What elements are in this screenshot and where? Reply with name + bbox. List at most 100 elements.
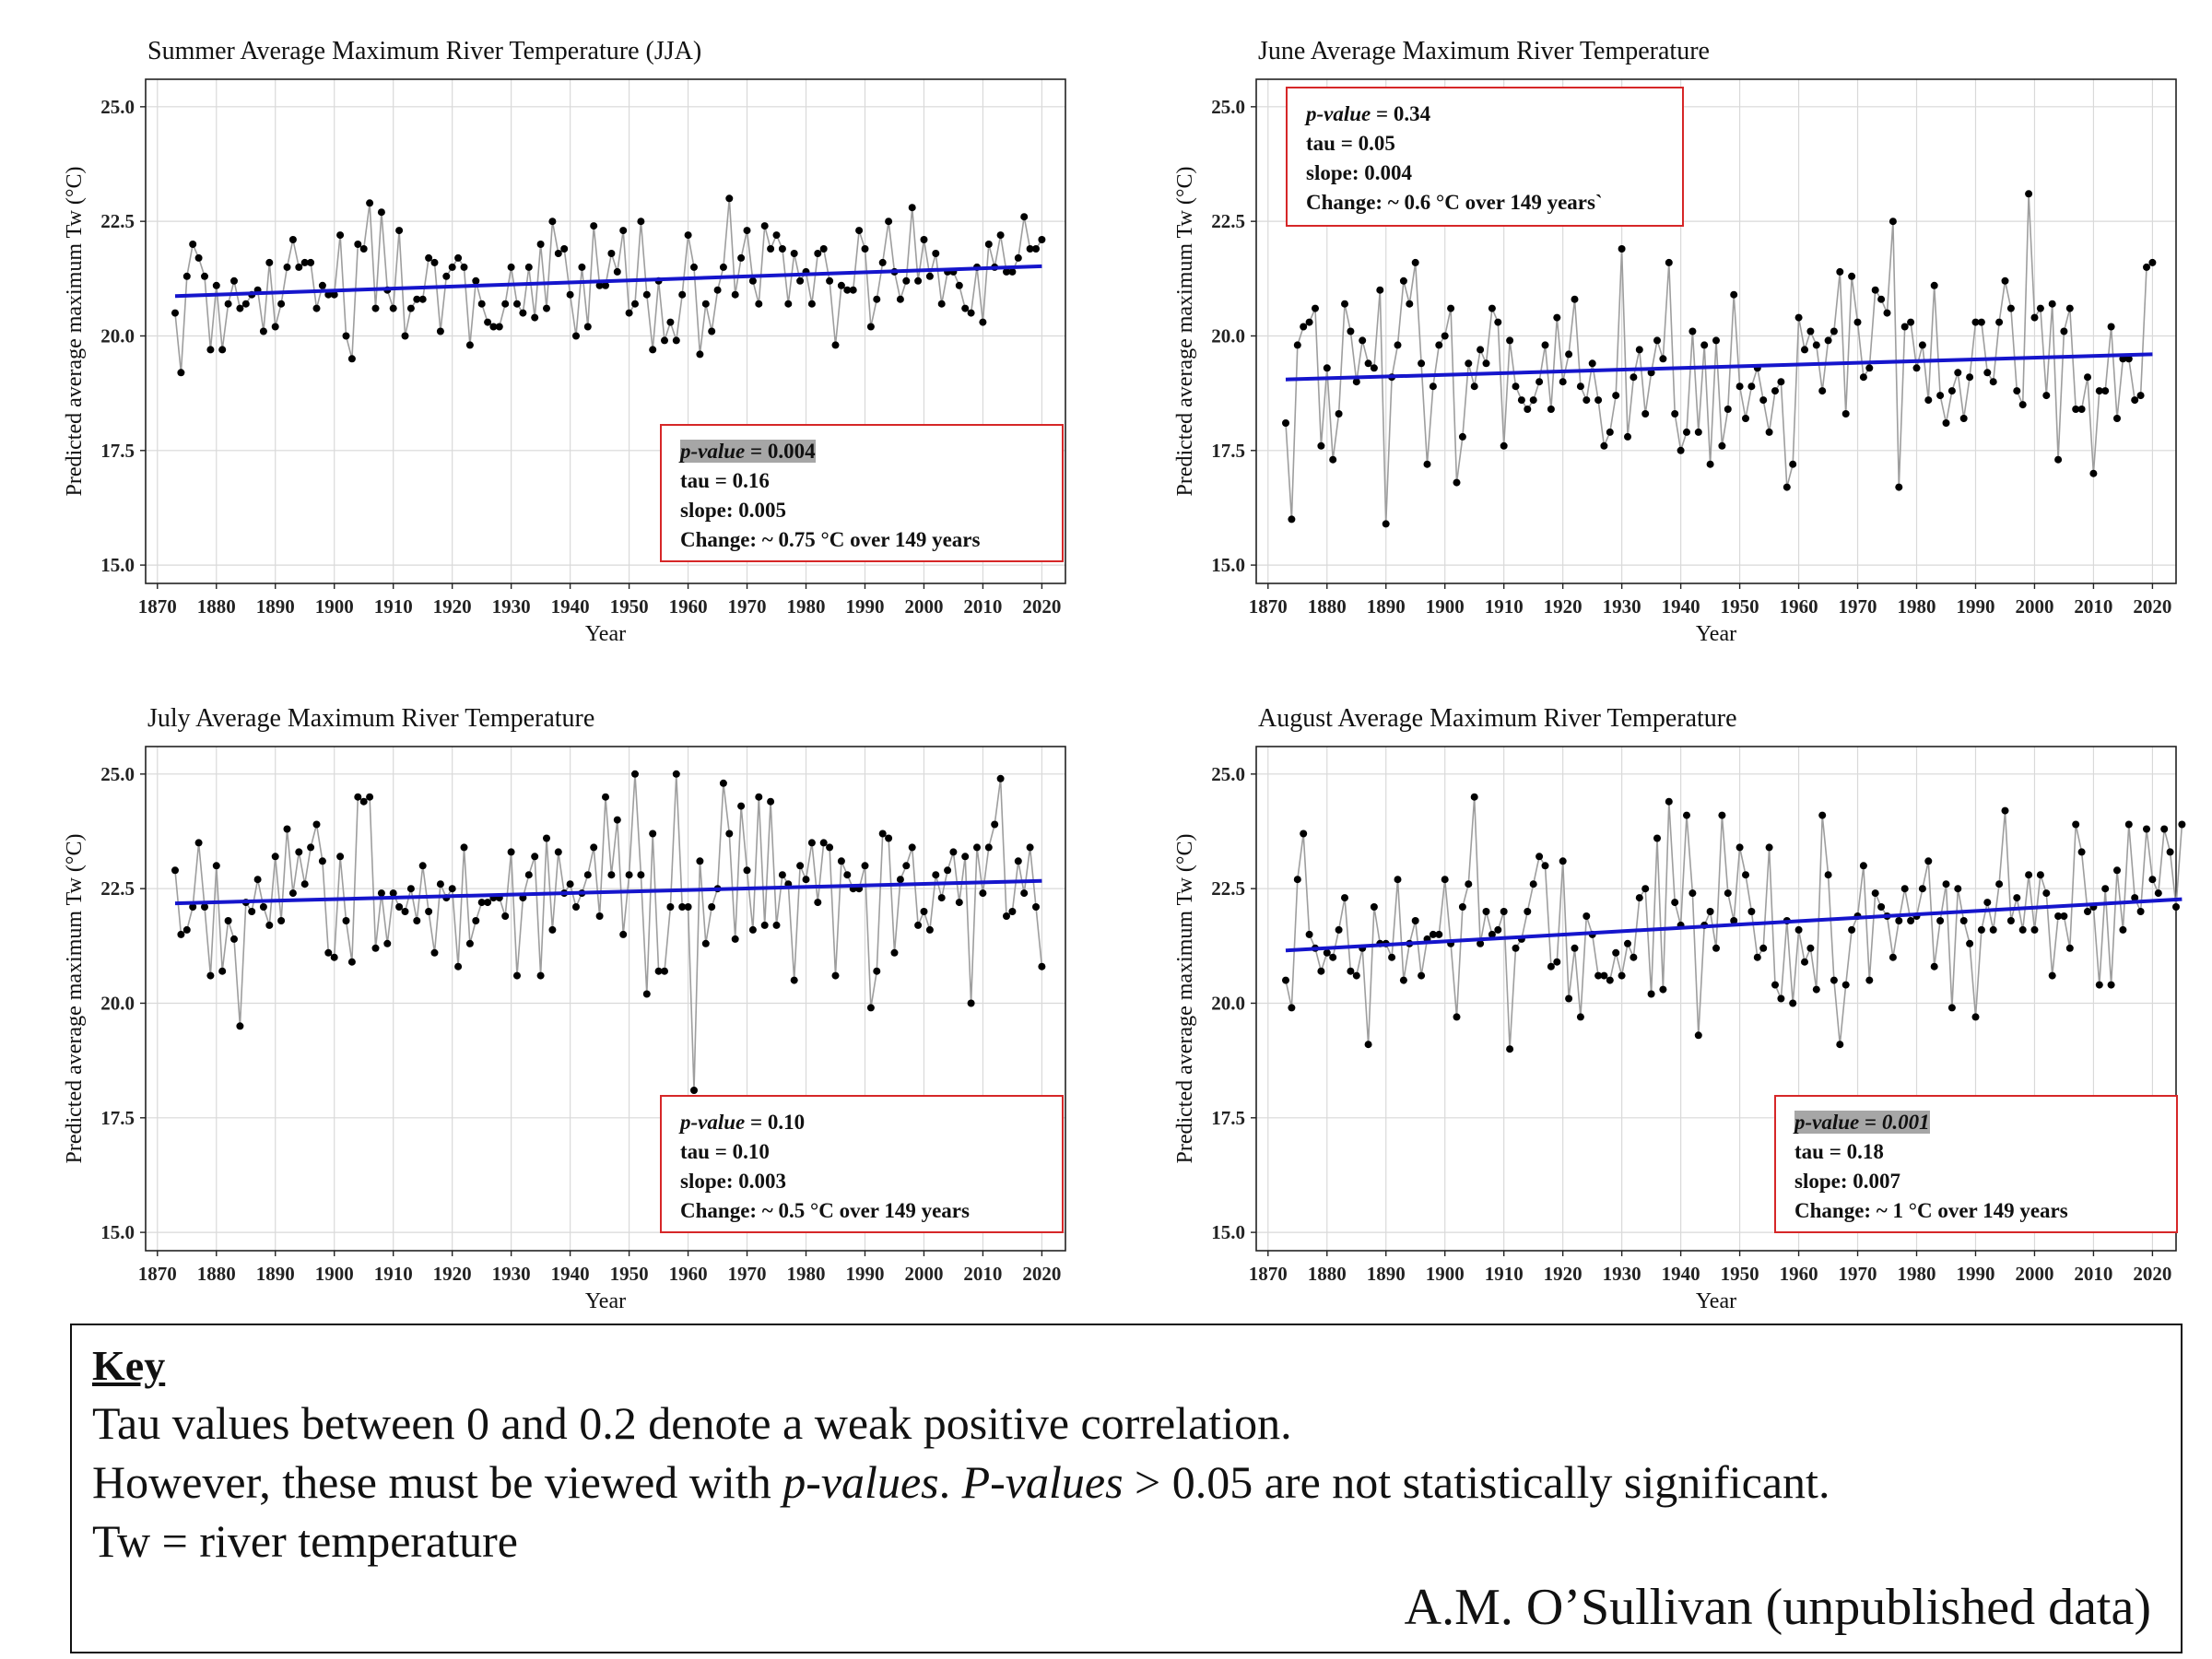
data-point [201, 272, 208, 280]
data-point [1364, 359, 1372, 368]
data-point [259, 903, 267, 911]
data-point [418, 295, 427, 303]
data-point [300, 258, 309, 266]
data-point [1771, 981, 1779, 989]
data-point [1677, 446, 1685, 454]
x-tick-label: 1930 [1603, 1263, 1641, 1285]
data-point [725, 194, 734, 203]
data-point [312, 304, 321, 312]
data-point [1942, 880, 1950, 888]
key-title: Key [92, 1342, 166, 1389]
data-point [1888, 218, 1897, 226]
trend-line [1285, 897, 2183, 953]
data-point [307, 258, 315, 266]
data-point [1759, 396, 1768, 405]
data-point [961, 853, 970, 861]
data-point [1282, 976, 1289, 984]
data-point [1918, 885, 1926, 893]
data-point [1859, 862, 1867, 870]
data-point [436, 327, 444, 335]
data-point [1541, 341, 1549, 349]
data-point [1571, 944, 1579, 952]
y-tick-label: 22.5 [1211, 877, 1245, 900]
x-tick-label: 1900 [315, 1263, 354, 1285]
data-point [1635, 894, 1643, 902]
data-point [1859, 373, 1867, 382]
data-point [696, 857, 704, 865]
data-point [1865, 976, 1874, 984]
chart-title: June Average Maximum River Temperature [1258, 37, 1710, 65]
data-point [944, 866, 952, 875]
data-point [1765, 843, 1773, 852]
data-point [531, 313, 539, 322]
y-tick-label: 15.0 [1211, 1221, 1245, 1243]
data-point [513, 300, 521, 308]
data-point [1971, 1013, 1980, 1021]
data-point [1836, 267, 1844, 276]
pvalue-line: p-value = 0.004 [680, 440, 816, 463]
data-point [1014, 857, 1022, 865]
data-point [1624, 939, 1631, 947]
data-point [253, 876, 262, 884]
data-point [967, 309, 975, 317]
data-point [401, 332, 409, 340]
data-point [1494, 925, 1502, 934]
data-point [448, 263, 456, 271]
data-point [955, 281, 963, 289]
x-tick-label: 2000 [904, 1263, 943, 1285]
data-point [1930, 281, 1938, 289]
data-point [1630, 953, 1638, 961]
x-tick-label: 1890 [256, 1263, 295, 1285]
data-point [1995, 880, 2004, 888]
data-point [1547, 962, 1555, 971]
data-point [1641, 885, 1650, 893]
data-point [1323, 364, 1331, 372]
data-point [1435, 930, 1443, 938]
data-point [366, 793, 374, 801]
y-axis-label: Predicted average maximum Tw (°C) [1173, 166, 1197, 496]
data-point [1683, 428, 1690, 436]
series-line [174, 198, 1043, 373]
data-point [878, 830, 887, 838]
data-point [1712, 944, 1720, 952]
data-point [1524, 908, 1532, 915]
data-point [837, 857, 845, 865]
y-tick-label: 22.5 [1211, 210, 1245, 232]
key-line-tw: Tw = river temperature [92, 1515, 518, 1567]
data-point [2107, 323, 2115, 331]
x-tick-label: 1960 [669, 1263, 708, 1285]
x-tick-label: 1960 [669, 595, 708, 618]
data-point [1865, 364, 1874, 372]
data-point [1293, 876, 1301, 884]
slope-line: slope: 0.004 [1306, 161, 1412, 184]
data-point [1529, 396, 1537, 405]
data-point [760, 222, 769, 230]
x-tick-label: 1890 [1367, 1263, 1406, 1285]
data-point [1032, 903, 1040, 911]
data-point [1730, 290, 1738, 299]
data-point [1352, 971, 1360, 980]
data-point [2042, 889, 2051, 898]
data-point [347, 958, 356, 966]
data-point [477, 300, 486, 308]
data-point [678, 903, 687, 911]
data-point [1989, 925, 1997, 934]
data-point [377, 208, 385, 217]
data-point [283, 263, 291, 271]
x-tick-label: 1960 [1780, 1263, 1818, 1285]
data-point [849, 286, 857, 294]
data-point [748, 276, 757, 285]
data-point [271, 853, 279, 861]
data-point [625, 309, 633, 317]
data-point [389, 304, 397, 312]
x-tick-label: 1980 [787, 595, 826, 618]
data-point [1506, 1045, 1514, 1053]
data-point [1812, 985, 1820, 994]
tau-line: tau = 0.18 [1794, 1140, 1884, 1163]
x-tick-label: 1970 [728, 595, 767, 618]
data-point [1907, 917, 1915, 924]
data-point [1370, 364, 1378, 372]
data-point [1724, 406, 1732, 413]
data-point [866, 1004, 875, 1012]
data-point [737, 253, 746, 262]
